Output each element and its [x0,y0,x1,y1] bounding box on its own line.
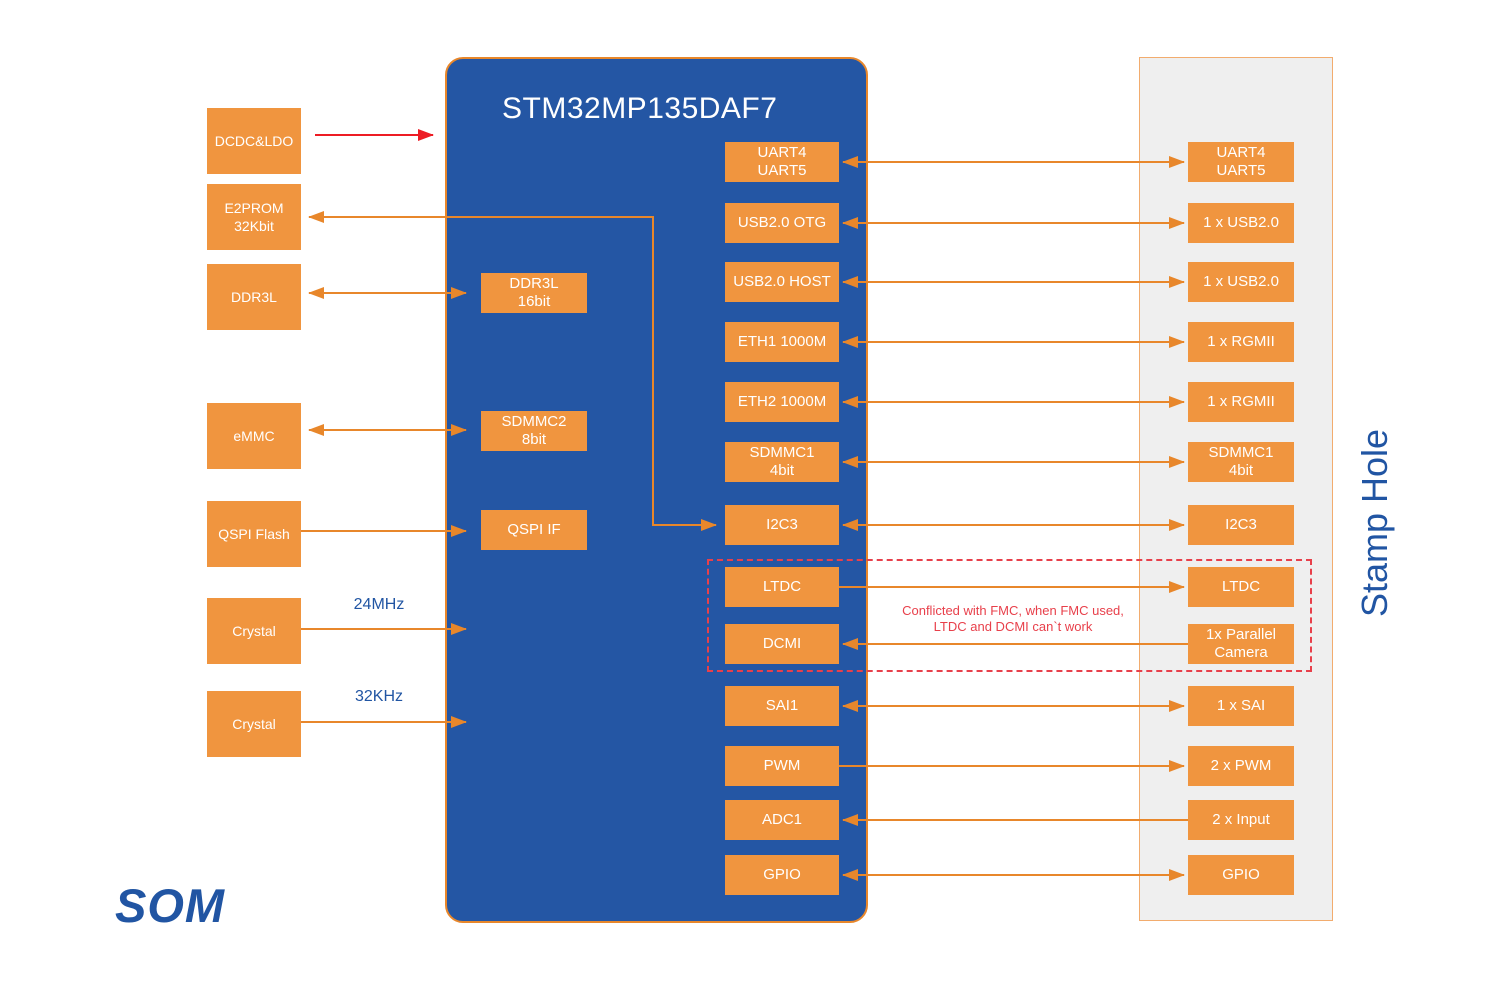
periph-uart4-uart5: UART4 UART5 [725,142,839,182]
fmc-conflict-region [707,559,1312,672]
module-ddr3l: DDR3L [207,264,301,330]
periph-eth2: ETH2 1000M [725,382,839,422]
clock-label-32khz: 32KHz [354,688,404,705]
periph-i2c3: I2C3 [725,505,839,545]
stamp-pwm: 2 x PWM [1188,746,1294,786]
stamp-sdmmc1: SDMMC1 4bit [1188,442,1294,482]
fmc-conflict-note-line1: Conflicted with FMC, when FMC used, [902,603,1124,618]
stamp-input: 2 x Input [1188,800,1294,840]
periph-ltdc: LTDC [725,567,839,607]
module-crystal-24mhz: Crystal [207,598,301,664]
module-emmc: eMMC [207,403,301,469]
periph-gpio: GPIO [725,855,839,895]
stamp-hole-caption: Stamp Hole [1354,428,1395,618]
clock-label-24mhz: 24MHz [353,596,405,613]
periph-pwm: PWM [725,746,839,786]
module-dcdc-ldo: DCDC&LDO [207,108,301,174]
soc-block [445,57,868,923]
stamp-hole-area [1139,57,1333,921]
module-qspi-flash: QSPI Flash [207,501,301,567]
stamp-usb2-0-a: 1 x USB2.0 [1188,203,1294,243]
stamp-usb2-0-b: 1 x USB2.0 [1188,262,1294,302]
stamp-ltdc: LTDC [1188,567,1294,607]
soc-title: STM32MP135DAF7 [502,92,778,125]
stamp-sai: 1 x SAI [1188,686,1294,726]
stamp-uart4-uart5: UART4 UART5 [1188,142,1294,182]
iface-ddr3l-16bit: DDR3L 16bit [481,273,587,313]
periph-sai1: SAI1 [725,686,839,726]
periph-sdmmc1: SDMMC1 4bit [725,442,839,482]
stamp-parallel-camera: 1x Parallel Camera [1188,624,1294,664]
som-caption: SOM [115,879,226,932]
periph-usb-host: USB2.0 HOST [725,262,839,302]
stamp-rgmii-a: 1 x RGMII [1188,322,1294,362]
fmc-conflict-note: Conflicted with FMC, when FMC used, LTDC… [863,603,1163,635]
stamp-gpio: GPIO [1188,855,1294,895]
periph-eth1: ETH1 1000M [725,322,839,362]
module-crystal-32khz: Crystal [207,691,301,757]
stamp-i2c3: I2C3 [1188,505,1294,545]
periph-adc1: ADC1 [725,800,839,840]
module-e2prom: E2PROM 32Kbit [207,184,301,250]
stamp-rgmii-b: 1 x RGMII [1188,382,1294,422]
periph-dcmi: DCMI [725,624,839,664]
periph-usb-otg: USB2.0 OTG [725,203,839,243]
iface-sdmmc2-8bit: SDMMC2 8bit [481,411,587,451]
fmc-conflict-note-line2: LTDC and DCMI can`t work [933,619,1093,634]
iface-qspi-if: QSPI IF [481,510,587,550]
